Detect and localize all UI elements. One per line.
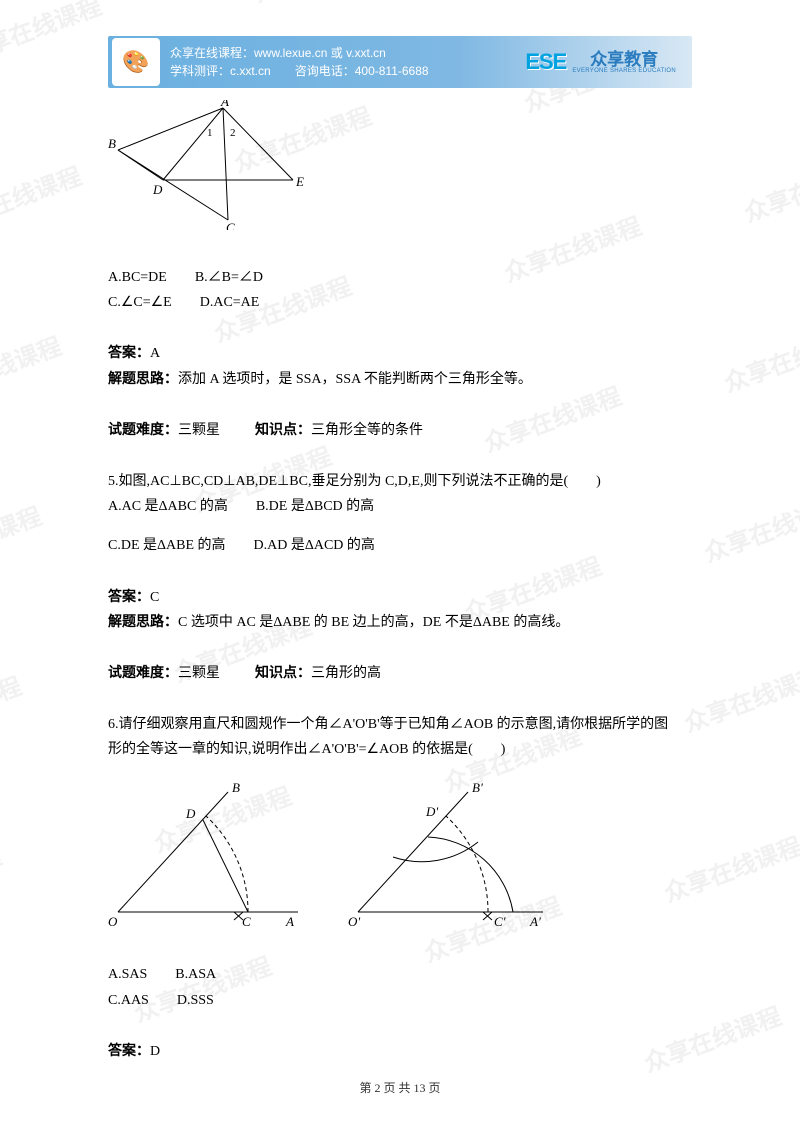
watermark-text: 众享在线课程	[738, 146, 800, 228]
q5-answer-line: 答案：C	[108, 585, 692, 610]
label-A: A	[220, 100, 229, 109]
q5-opt-line1: A.AC 是ΔABC 的高 B.DE 是ΔBCD 的高	[108, 494, 692, 519]
watermark-text: 众享在线课程	[0, 496, 46, 578]
banner-decorative-icon: 🎨	[112, 38, 160, 86]
q5-solution-label: 解题思路：	[108, 615, 178, 630]
footer-suffix: 页	[426, 1081, 441, 1095]
q6-answer-block: 答案：D	[108, 1039, 692, 1064]
header-banner: 🎨 众享在线课程：www.lexue.cn 或 v.xxt.cn 学科测评：c.…	[108, 36, 692, 88]
q5-answer-label: 答案：	[108, 590, 150, 605]
fl-B: B	[232, 782, 240, 795]
ese-en: EVERYONE SHARES EDUCATION	[572, 68, 676, 74]
q6-stem-l1: 6.请仔细观察用直尺和圆规作一个角∠A'O'B'等于已知角∠AOB 的示意图,请…	[108, 712, 692, 737]
q4-figure: A B C D E 1 2	[108, 100, 308, 230]
q5-block: 5.如图,AC⊥BC,CD⊥AB,DE⊥BC,垂足分别为 C,D,E,则下列说法…	[108, 469, 692, 559]
q6-answer: D	[150, 1044, 160, 1059]
watermark-text: 众享在线课程	[0, 666, 26, 748]
watermark-text: 众享在线课程	[248, 0, 395, 9]
watermark-text: 众享在线课程	[0, 326, 66, 408]
q6-answer-label: 答案：	[108, 1044, 150, 1059]
banner-text: 众享在线课程：www.lexue.cn 或 v.xxt.cn 学科测评：c.xx…	[170, 44, 429, 80]
ese-text-block: 众享教育 EVERYONE SHARES EDUCATION	[572, 51, 676, 74]
fl-C: C	[242, 914, 251, 929]
q5-opt-line2: C.DE 是ΔABE 的高 D.AD 是ΔACD 的高	[108, 533, 692, 558]
watermark-text: 众享在线课程	[0, 0, 106, 69]
watermark-text: 众享在线课程	[718, 316, 800, 398]
label-1: 1	[207, 127, 213, 139]
fr-D: D'	[425, 804, 438, 819]
q4-options: A.BC=DE B.∠B=∠D C.∠C=∠E D.AC=AE	[108, 265, 692, 315]
q4-know-label: 知识点：	[255, 423, 311, 438]
banner-line-1: 众享在线课程：www.lexue.cn 或 v.xxt.cn	[170, 44, 429, 62]
q4-opt-line2: C.∠C=∠E D.AC=AE	[108, 290, 692, 315]
footer-prefix: 第	[359, 1081, 374, 1095]
banner-link-lexue[interactable]: www.lexue.cn	[254, 46, 327, 60]
q6-answer-line: 答案：D	[108, 1039, 692, 1064]
banner-phone-label: 咨询电话：	[295, 64, 355, 78]
ese-cn: 众享教育	[590, 51, 658, 68]
q4-meta: 试题难度：三颗星 知识点：三角形全等的条件	[108, 418, 692, 443]
q5-diff: 三颗星	[178, 666, 220, 681]
q5-solution: C 选项中 AC 是ΔABE 的 BE 边上的高，DE 不是ΔABE 的高线。	[178, 615, 569, 630]
q6-stem-l2: 形的全等这一章的知识,说明作出∠A'O'B'=∠AOB 的依据是( )	[108, 737, 692, 762]
banner-line-2: 学科测评：c.xxt.cn 咨询电话：400-811-6688	[170, 62, 429, 80]
q5-diff-label: 试题难度：	[108, 666, 178, 681]
banner-l1-prefix: 众享在线课程：	[170, 46, 254, 60]
q5-stem: 5.如图,AC⊥BC,CD⊥AB,DE⊥BC,垂足分别为 C,D,E,则下列说法…	[108, 469, 692, 494]
watermark-text: 众享在线课程	[0, 836, 6, 918]
fr-B: B'	[472, 782, 483, 795]
q4-diff: 三颗星	[178, 423, 220, 438]
q6-stem-block: 6.请仔细观察用直尺和圆规作一个角∠A'O'B'等于已知角∠AOB 的示意图,请…	[108, 712, 692, 762]
q6-figures: O A B C D O' A' B' C' D'	[108, 782, 692, 932]
banner-l1-mid: 或	[327, 46, 346, 60]
label-E: E	[295, 174, 304, 189]
footer-total: 13	[414, 1081, 426, 1095]
q4-answer-label: 答案：	[108, 346, 150, 361]
q4-diff-label: 试题难度：	[108, 423, 178, 438]
q4-opt-line1: A.BC=DE B.∠B=∠D	[108, 265, 692, 290]
q4-answer: A	[150, 346, 160, 361]
watermark-text: 众享在线课程	[678, 656, 800, 738]
q4-solution: 添加 A 选项时，是 SSA，SSA 不能判断两个三角形全等。	[178, 372, 532, 387]
fr-O: O'	[348, 914, 360, 929]
q6-opt-line1: A.SAS B.ASA	[108, 962, 692, 987]
q6-options: A.SAS B.ASA C.AAS D.SSS	[108, 962, 692, 1012]
fl-A: A	[285, 914, 294, 929]
fr-A: A'	[529, 914, 541, 929]
q6-figure-left: O A B C D	[108, 782, 308, 932]
banner-logo: ESE 众享教育 EVERYONE SHARES EDUCATION	[525, 49, 676, 75]
q4-solution-line: 解题思路：添加 A 选项时，是 SSA，SSA 不能判断两个三角形全等。	[108, 367, 692, 392]
q6-figure-right: O' A' B' C' D'	[348, 782, 548, 932]
label-2: 2	[230, 127, 236, 139]
label-C: C	[226, 220, 235, 230]
banner-link-vxxt[interactable]: v.xxt.cn	[346, 46, 386, 60]
banner-l2-gap	[271, 64, 295, 78]
ese-abbr: ESE	[525, 49, 566, 75]
q5-know: 三角形的高	[311, 666, 381, 681]
q4-solution-label: 解题思路：	[108, 372, 178, 387]
fl-D: D	[185, 806, 196, 821]
fr-C: C'	[494, 914, 506, 929]
q5-answer: C	[150, 590, 159, 605]
banner-link-cxxt[interactable]: c.xxt.cn	[230, 64, 271, 78]
q5-meta: 试题难度：三颗星 知识点：三角形的高	[108, 661, 692, 686]
q5-answer-block: 答案：C 解题思路：C 选项中 AC 是ΔABE 的 BE 边上的高，DE 不是…	[108, 585, 692, 635]
label-B: B	[108, 136, 116, 151]
q4-answer-block: 答案：A 解题思路：添加 A 选项时，是 SSA，SSA 不能判断两个三角形全等…	[108, 341, 692, 391]
fl-O: O	[108, 914, 118, 929]
watermark-text: 众享在线课程	[0, 156, 86, 238]
banner-l2-prefix: 学科测评：	[170, 64, 230, 78]
label-D: D	[152, 182, 163, 197]
q5-solution-line: 解题思路：C 选项中 AC 是ΔABE 的 BE 边上的高，DE 不是ΔABE …	[108, 610, 692, 635]
banner-phone: 400-811-6688	[355, 64, 429, 78]
watermark-text: 众享在线课程	[698, 486, 800, 568]
q6-opt-line2: C.AAS D.SSS	[108, 988, 692, 1013]
q5-know-label: 知识点：	[255, 666, 311, 681]
flower-icon: 🎨	[122, 49, 149, 75]
q4-know: 三角形全等的条件	[311, 423, 423, 438]
q4-answer-line: 答案：A	[108, 341, 692, 366]
page-footer: 第 2 页 共 13 页	[0, 1079, 800, 1096]
page-content: A B C D E 1 2 A.BC=DE B.∠B=∠D C.∠C=∠E D.…	[108, 100, 692, 1090]
footer-mid: 页 共	[380, 1081, 413, 1095]
